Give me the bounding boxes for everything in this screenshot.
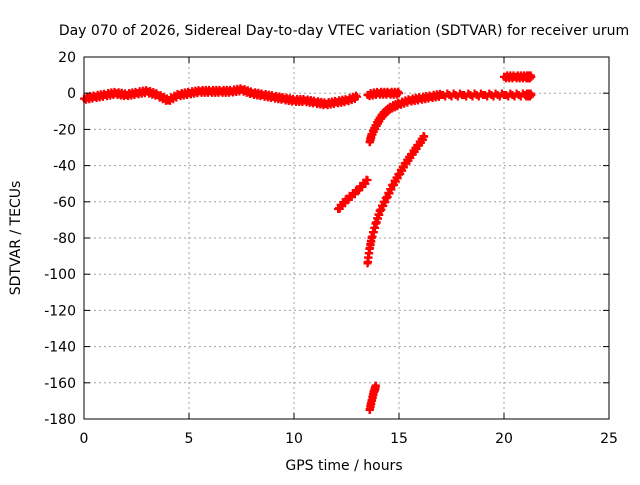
data-point (420, 132, 429, 141)
grid (84, 57, 609, 419)
y-tick-label: -60 (53, 195, 76, 211)
y-axis-label: SDTVAR / TECUs (8, 181, 24, 296)
series-2 (363, 87, 403, 101)
data-point (371, 382, 380, 391)
y-tick-label: -140 (44, 340, 76, 356)
x-tick-label: 10 (285, 431, 303, 447)
x-tick-label: 5 (185, 431, 194, 447)
y-tick-label: 0 (67, 86, 76, 102)
x-tick-label: 15 (390, 431, 408, 447)
series-0 (80, 84, 361, 110)
x-tick-label: 25 (600, 431, 618, 447)
data-point (363, 176, 372, 185)
y-tick-label: -160 (44, 376, 76, 392)
y-tick-label: -40 (53, 159, 76, 175)
x-axis-label: GPS time / hours (285, 458, 402, 474)
series-3 (500, 71, 536, 83)
series-1 (365, 89, 536, 147)
data-point (527, 91, 536, 100)
y-tick-label: -100 (44, 267, 76, 283)
y-tick-label: -180 (44, 412, 76, 428)
chart-title: Day 070 of 2026, Sidereal Day-to-day VTE… (59, 23, 629, 39)
y-tick-label: -80 (53, 231, 76, 247)
y-tick-label: -120 (44, 303, 76, 319)
y-tick-label: -20 (53, 122, 76, 138)
x-tick-label: 0 (80, 431, 89, 447)
data-point (527, 72, 536, 81)
y-tick-label: 20 (58, 50, 76, 66)
data-point (353, 92, 361, 101)
series-4 (334, 175, 372, 214)
x-tick-label: 20 (495, 431, 513, 447)
series-5 (363, 132, 429, 268)
data-layer (80, 71, 536, 414)
series-6 (365, 381, 380, 414)
data-point (395, 89, 403, 98)
